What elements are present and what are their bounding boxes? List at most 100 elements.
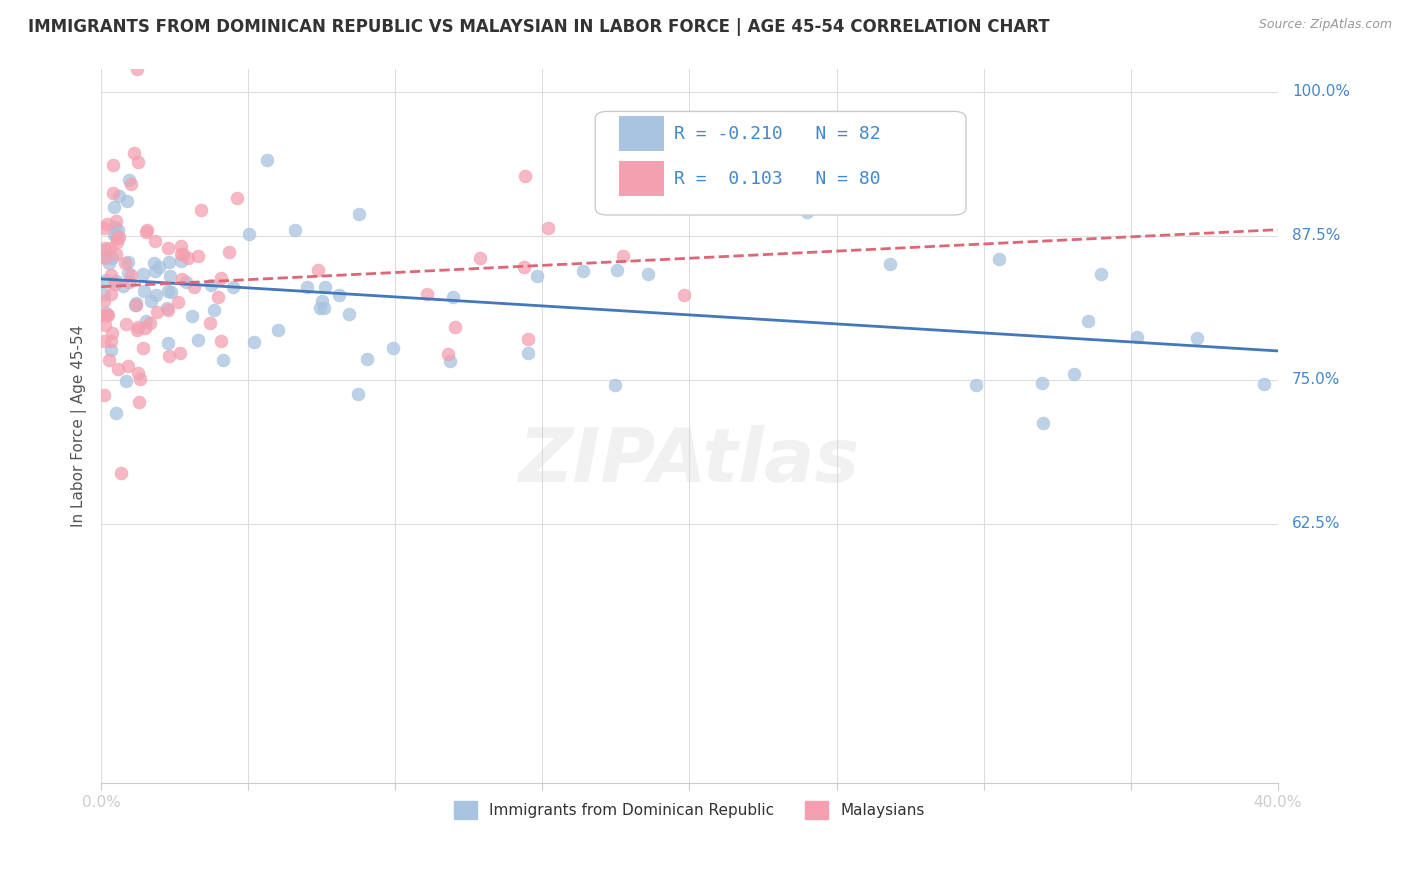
Point bbox=[159, 268, 181, 283]
Point bbox=[174, 275, 197, 289]
FancyBboxPatch shape bbox=[619, 161, 664, 195]
Point bbox=[437, 347, 460, 361]
Point bbox=[105, 214, 128, 228]
Text: R = -0.210   N = 82: R = -0.210 N = 82 bbox=[673, 125, 880, 144]
Point bbox=[93, 293, 115, 308]
Point bbox=[105, 274, 128, 288]
Point bbox=[128, 371, 150, 385]
Point bbox=[138, 316, 160, 330]
Point bbox=[107, 189, 129, 203]
Point bbox=[134, 320, 156, 334]
Point bbox=[170, 253, 193, 268]
Point bbox=[307, 262, 329, 277]
Point bbox=[637, 267, 659, 281]
Text: 100.0%: 100.0% bbox=[1292, 84, 1350, 99]
Point bbox=[187, 249, 209, 263]
Point bbox=[516, 346, 538, 360]
Point bbox=[114, 317, 136, 331]
Point bbox=[93, 388, 115, 402]
Text: 87.5%: 87.5% bbox=[1292, 228, 1340, 244]
Point bbox=[117, 266, 139, 280]
Point bbox=[143, 255, 166, 269]
Point bbox=[100, 286, 122, 301]
Point bbox=[167, 295, 190, 310]
Point bbox=[347, 207, 370, 221]
Point bbox=[105, 230, 128, 244]
Point bbox=[226, 191, 249, 205]
Point bbox=[673, 287, 696, 301]
Point bbox=[97, 256, 120, 270]
Point bbox=[100, 268, 122, 282]
Text: IMMIGRANTS FROM DOMINICAN REPUBLIC VS MALAYSIAN IN LABOR FORCE | AGE 45-54 CORRE: IMMIGRANTS FROM DOMINICAN REPUBLIC VS MA… bbox=[28, 18, 1050, 36]
Point bbox=[145, 288, 167, 302]
Point bbox=[987, 252, 1010, 266]
Point bbox=[127, 155, 149, 169]
Point bbox=[121, 178, 143, 192]
Point bbox=[526, 269, 548, 284]
Point bbox=[537, 221, 560, 235]
Point bbox=[207, 289, 229, 303]
Point bbox=[256, 153, 278, 167]
Point bbox=[117, 173, 139, 187]
Point bbox=[605, 378, 627, 392]
Point bbox=[114, 256, 136, 270]
Point bbox=[104, 406, 127, 420]
Point bbox=[314, 279, 336, 293]
Point bbox=[157, 302, 180, 317]
Point bbox=[107, 362, 129, 376]
Point bbox=[143, 234, 166, 248]
Point bbox=[93, 308, 115, 322]
Point bbox=[308, 301, 330, 316]
Point bbox=[200, 278, 222, 293]
Point bbox=[516, 332, 538, 346]
Point bbox=[93, 318, 115, 333]
Point bbox=[100, 334, 122, 348]
Point bbox=[107, 222, 129, 236]
Point bbox=[101, 158, 124, 172]
Point bbox=[416, 287, 439, 301]
Point bbox=[243, 334, 266, 349]
Point bbox=[1077, 314, 1099, 328]
Point bbox=[124, 296, 146, 310]
Point bbox=[183, 279, 205, 293]
Point bbox=[221, 280, 243, 294]
Point bbox=[266, 323, 288, 337]
Point bbox=[218, 245, 240, 260]
Point bbox=[1253, 377, 1275, 392]
Point bbox=[93, 243, 115, 257]
Point bbox=[513, 260, 536, 274]
Point bbox=[1187, 331, 1209, 345]
Point bbox=[107, 229, 129, 244]
Point bbox=[103, 227, 125, 242]
Point bbox=[347, 386, 370, 401]
Point bbox=[965, 378, 987, 392]
Point bbox=[97, 352, 120, 367]
Point bbox=[879, 257, 901, 271]
Point bbox=[157, 349, 180, 363]
Point bbox=[439, 354, 461, 368]
Point bbox=[135, 223, 157, 237]
Point bbox=[104, 219, 127, 234]
Point bbox=[127, 320, 149, 334]
Point bbox=[572, 264, 595, 278]
Point bbox=[170, 239, 193, 253]
Point bbox=[441, 290, 464, 304]
Point bbox=[93, 251, 115, 265]
Text: ZIPAtlas: ZIPAtlas bbox=[519, 425, 860, 498]
Point bbox=[117, 359, 139, 373]
Point bbox=[127, 323, 149, 337]
Point bbox=[143, 263, 166, 277]
Point bbox=[284, 223, 307, 237]
Point bbox=[135, 314, 157, 328]
Point bbox=[122, 145, 145, 160]
Point bbox=[337, 307, 360, 321]
Point bbox=[125, 298, 148, 312]
Point bbox=[172, 247, 194, 261]
Point bbox=[198, 316, 221, 330]
Point bbox=[644, 187, 666, 202]
Point bbox=[96, 218, 118, 232]
Point bbox=[796, 205, 818, 219]
Point bbox=[101, 251, 124, 265]
Point bbox=[211, 353, 233, 368]
Point bbox=[180, 309, 202, 323]
